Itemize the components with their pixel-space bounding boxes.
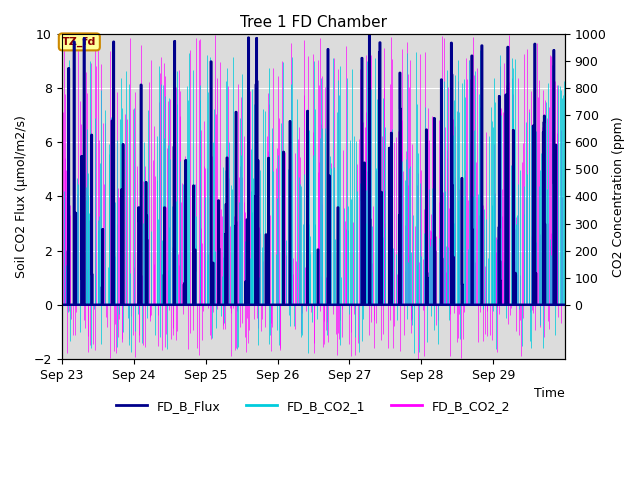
X-axis label: Time: Time (534, 387, 565, 400)
Title: Tree 1 FD Chamber: Tree 1 FD Chamber (240, 15, 387, 30)
Legend: FD_B_Flux, FD_B_CO2_1, FD_B_CO2_2: FD_B_Flux, FD_B_CO2_1, FD_B_CO2_2 (111, 395, 515, 418)
Text: TZ_fd: TZ_fd (62, 37, 97, 47)
Y-axis label: CO2 Concentration (ppm): CO2 Concentration (ppm) (612, 116, 625, 277)
Y-axis label: Soil CO2 Flux (μmol/m2/s): Soil CO2 Flux (μmol/m2/s) (15, 115, 28, 278)
